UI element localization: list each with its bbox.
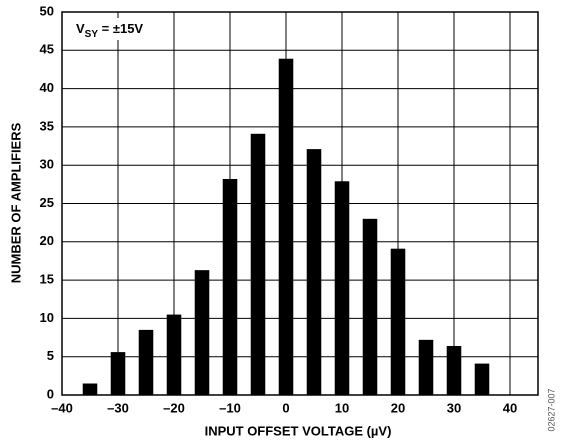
x-tick-label: –20 bbox=[163, 400, 185, 415]
y-tick-label: 40 bbox=[40, 80, 54, 95]
side-note: 02627-007 bbox=[546, 388, 556, 431]
x-tick-label: 20 bbox=[391, 400, 405, 415]
annotation-subscript: SY bbox=[85, 29, 99, 40]
bar bbox=[362, 218, 378, 395]
y-tick-label: 20 bbox=[40, 233, 54, 248]
y-tick-label: 10 bbox=[40, 310, 54, 325]
bar bbox=[474, 363, 490, 395]
x-tick-label: 10 bbox=[335, 400, 349, 415]
x-tick-label: –40 bbox=[51, 400, 73, 415]
y-tick-label: 0 bbox=[47, 386, 54, 401]
bar bbox=[418, 339, 434, 395]
annotation-part: = ±15V bbox=[98, 21, 143, 36]
y-tick-label: 50 bbox=[40, 3, 54, 18]
plot-frame bbox=[61, 11, 539, 396]
y-tick-label: 15 bbox=[40, 272, 54, 287]
annotation: VSY = ±15V bbox=[76, 21, 143, 39]
x-tick-label: –10 bbox=[219, 400, 241, 415]
bar bbox=[446, 345, 462, 395]
bar bbox=[82, 383, 98, 395]
x-tick-label: 40 bbox=[503, 400, 517, 415]
bar bbox=[390, 248, 406, 395]
bar bbox=[110, 352, 126, 395]
bar bbox=[334, 181, 350, 395]
y-tick-label: 25 bbox=[40, 195, 54, 210]
bar bbox=[194, 270, 210, 395]
y-tick-label: 30 bbox=[40, 157, 54, 172]
y-tick-label: 5 bbox=[47, 348, 54, 363]
x-tick-label: 30 bbox=[447, 400, 461, 415]
bar bbox=[306, 149, 322, 395]
x-axis-label: INPUT OFFSET VOLTAGE (µV) bbox=[205, 423, 392, 438]
annotation-box bbox=[68, 18, 150, 40]
y-tick-label: 45 bbox=[40, 42, 54, 57]
annotation-part: V bbox=[76, 21, 85, 36]
bar bbox=[222, 178, 238, 395]
y-axis-label: NUMBER OF AMPLIFIERS bbox=[8, 122, 23, 283]
bar bbox=[166, 314, 182, 395]
bar bbox=[138, 329, 154, 395]
x-tick-label: 0 bbox=[282, 400, 289, 415]
x-tick-label: –30 bbox=[107, 400, 129, 415]
bar bbox=[278, 58, 294, 395]
y-tick-label: 35 bbox=[40, 118, 54, 133]
bar bbox=[250, 133, 266, 395]
